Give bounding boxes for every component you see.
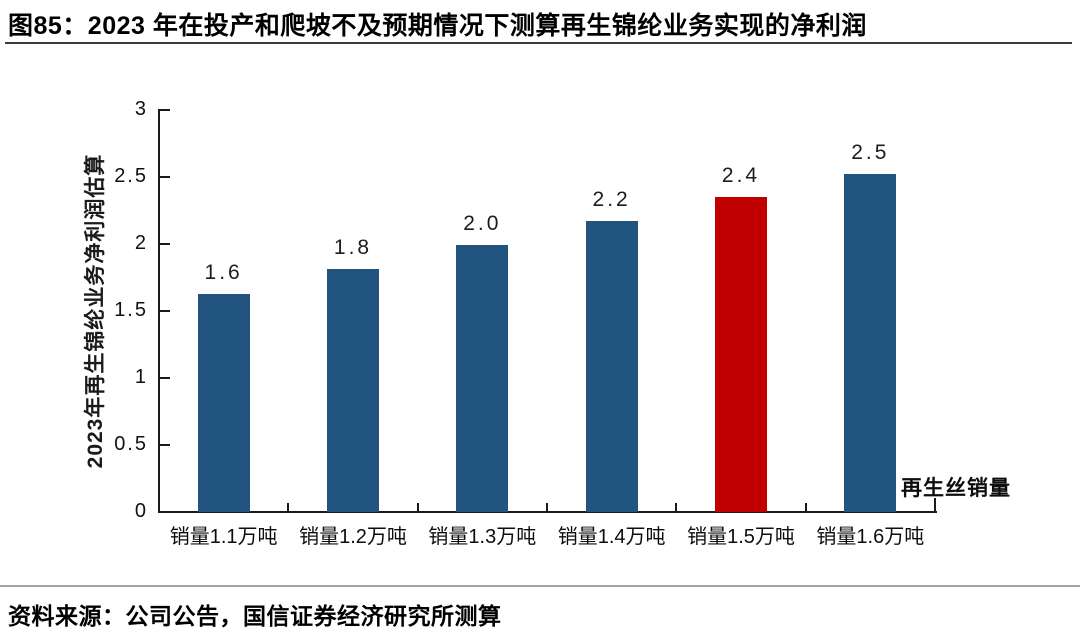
bar-value-label: 2.5 xyxy=(851,141,890,165)
bar xyxy=(197,293,250,512)
y-tick xyxy=(159,310,170,312)
x-tick-label: 销量1.3万吨 xyxy=(428,526,537,548)
x-axis-line xyxy=(158,511,937,513)
title-divider xyxy=(5,42,1072,44)
bar-value-label: 2.4 xyxy=(721,164,761,188)
bar-value-label: 2.0 xyxy=(463,212,502,236)
x-tick-label: 销量1.4万吨 xyxy=(557,526,666,548)
y-tick-label: 2 xyxy=(134,232,148,254)
x-tick xyxy=(416,503,419,511)
x-tick xyxy=(934,498,936,511)
y-tick xyxy=(159,176,170,178)
y-tick xyxy=(159,243,170,245)
bar-value-label: 1.8 xyxy=(333,236,373,260)
x-tick xyxy=(287,503,290,511)
y-tick-label: 3 xyxy=(134,98,148,120)
x-tick xyxy=(804,503,807,511)
x-tick xyxy=(546,503,548,511)
y-tick-label: 0.5 xyxy=(114,433,148,455)
bar xyxy=(715,197,767,512)
y-tick-label: 2.5 xyxy=(114,165,148,187)
x-tick-label: 销量1.1万吨 xyxy=(169,526,278,548)
bar-value-label: 1.6 xyxy=(204,260,243,284)
bar xyxy=(585,221,638,512)
y-tick-label: 0 xyxy=(134,500,148,522)
bar xyxy=(844,174,897,512)
x-tick-label: 销量1.2万吨 xyxy=(299,526,407,548)
y-tick xyxy=(159,377,170,379)
source-note: 资料来源：公司公告，国信证券经济研究所测算 xyxy=(8,603,502,629)
bar-value-label: 2.2 xyxy=(592,188,631,212)
bar xyxy=(327,269,379,512)
y-tick xyxy=(159,109,170,111)
y-tick xyxy=(159,444,170,446)
x-axis-annotation: 再生丝销量 xyxy=(901,477,1011,500)
x-tick-label: 销量1.5万吨 xyxy=(687,526,795,548)
y-tick-label: 1 xyxy=(134,366,148,388)
figure-title: 图85：2023 年在投产和爬坡不及预期情况下测算再生锦纶业务实现的净利润 xyxy=(8,12,867,40)
bar xyxy=(456,245,509,512)
x-tick xyxy=(675,503,678,511)
x-tick-label: 销量1.6万吨 xyxy=(816,526,925,548)
footer-divider xyxy=(0,585,1080,587)
y-tick-label: 1.5 xyxy=(114,299,148,321)
